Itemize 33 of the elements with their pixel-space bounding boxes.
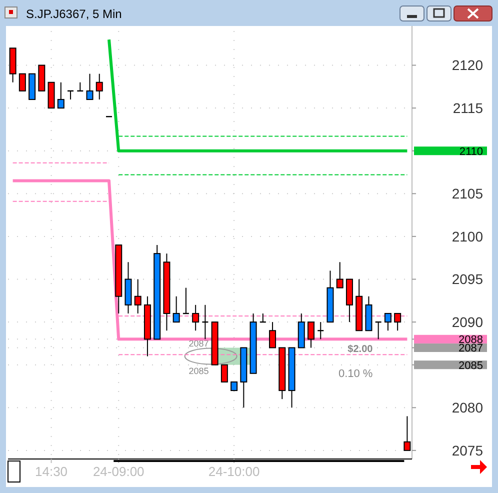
candlestick [172, 296, 180, 323]
y-tick-label: 2095 [452, 271, 484, 288]
candlestick [134, 278, 142, 314]
x-tick-label: 24-09:00 [92, 464, 144, 479]
candlestick [308, 322, 314, 348]
candlestick [86, 73, 94, 100]
y-tick-label: 2087 [458, 342, 483, 355]
chart-title: S.JP.J6367, 5 Min [26, 7, 122, 21]
y-tick-label: 2090 [452, 314, 484, 330]
annotation: 0.10 % [338, 368, 373, 380]
x-tick-label: 14:30 [35, 464, 68, 479]
y-tick-label: 2120 [452, 57, 484, 74]
annotation: 2085 [188, 366, 209, 376]
y-tick-label: 2105 [452, 186, 484, 202]
y-tick-label: 2085 [458, 360, 483, 372]
candlestick [57, 82, 64, 109]
y-tick-label: 2110 [459, 146, 483, 158]
candlestick [96, 73, 103, 100]
y-tick-label: 2080 [452, 400, 484, 416]
candlestick [336, 262, 344, 288]
y-tick-label: 2100 [452, 228, 484, 244]
candlestick [394, 312, 402, 332]
candlestick [384, 312, 392, 332]
x-tick-label: 24-10:00 [208, 464, 260, 479]
annotation: $2.00 [348, 344, 374, 355]
candlestick [404, 416, 411, 451]
candlestick [220, 364, 228, 382]
y-tick-label: 2075 [452, 442, 484, 458]
candlestick [192, 304, 200, 332]
y-tick-label: 2115 [452, 100, 484, 116]
annotation: 2087 [188, 338, 209, 349]
candlestick [269, 322, 276, 348]
candlestick [18, 73, 26, 92]
